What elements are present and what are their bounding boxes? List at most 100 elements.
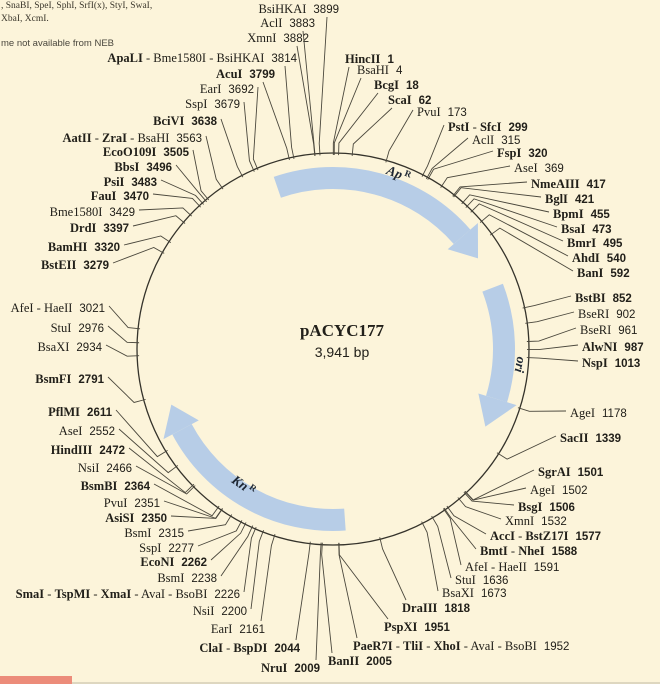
site-label: BseRI 902 [578,307,635,321]
site-leader-line [107,376,146,403]
site-label: AlwNI 987 [582,340,644,354]
site-leader-line [250,529,265,610]
site-leader-line [470,203,564,242]
site-leader-line [489,227,574,272]
footer-color-bar [0,676,72,684]
site-label: PvuI 173 [417,105,467,119]
site-leader-line [252,86,259,171]
plasmid-title: pACYC177 [300,321,385,340]
site-label: PaeR7I - TliI - XhoI - AvaI - BsoBI 1952 [353,639,569,653]
site-leader-line [351,107,393,156]
site-leader-line [465,198,558,228]
site-leader-line [431,515,452,579]
site-label: NsiI 2466 [78,461,132,475]
site-leader-line [197,520,243,547]
site-leader-line [262,81,290,161]
site-label: SgrAI 1501 [538,465,604,479]
site-label: AatII - ZraI - BsaHI 3563 [62,131,202,145]
site-label: BsmI 2238 [157,571,217,585]
plasmid-size: 3,941 bp [315,344,370,360]
site-leader-line [243,526,257,593]
ap-gene-arc [273,167,471,245]
site-leader-line [153,483,220,517]
site-leader-line [152,193,201,208]
site-label: PsiI 3483 [104,175,157,189]
site-label: SspI 2277 [139,541,194,555]
site-leader-line [243,101,255,172]
site-leader-line [421,124,445,177]
site-label: AccI - BstZ17I 1577 [490,529,601,543]
site-leader-line [338,92,379,156]
site-leader-line [128,447,195,494]
site-label: BsaI 473 [561,222,612,236]
bottom-edge-line [0,682,660,684]
site-leader-line [318,16,328,156]
site-leader-line [284,65,295,160]
site-label: DraIII 1818 [402,601,471,615]
site-label: BamHI 3320 [48,240,120,254]
site-label: BseRI 961 [580,323,637,337]
site-leader-line [479,214,569,257]
site-label: BsmI 2315 [124,526,184,540]
site-leader-line [118,428,179,474]
site-leader-line [522,295,572,309]
site-label: FauI 3470 [91,189,149,203]
site-leader-line [464,469,535,501]
site-label: AgeI 1502 [530,483,588,497]
site-label: AcuI 3799 [216,67,275,81]
site-leader-line [526,344,579,351]
site-leader-line [302,30,316,156]
site-label: BbsI 3496 [114,160,172,174]
site-leader-line [427,150,494,180]
site-label: BsmFI 2791 [35,372,104,386]
site-label: FspI 320 [497,146,548,160]
site-leader-line [440,165,511,188]
ori-gene-arrowhead [478,393,517,427]
site-label: ScaI 62 [388,93,431,107]
site-leader-line [526,357,579,362]
site-label: NruI 2009 [261,661,320,675]
site-label: BsaHI 4 [357,63,403,77]
site-label: EarI 3692 [200,82,254,96]
site-label: EcoNI 2262 [140,555,207,569]
notes-line-3: me not available from NEB [1,38,114,49]
site-label: BsaXI 1673 [442,586,507,600]
site-label: HincII 1 [345,52,394,66]
site-label: EarI 2161 [211,622,265,636]
site-label: NspI 1013 [582,356,640,370]
site-leader-line [295,541,311,641]
site-label: XmnI 3882 [247,31,309,45]
site-label: BsmBI 2364 [81,479,151,493]
kn-gene-arrowhead [163,404,199,440]
site-label: BmrI 495 [567,236,623,250]
site-label: AfeI - HaeII 3021 [11,301,105,315]
site-label: AhdI 540 [572,251,626,265]
site-leader-line [138,207,192,217]
site-leader-line [463,491,515,506]
site-label: AclI 315 [472,133,520,147]
site-label: NmeAIII 417 [531,177,606,191]
site-label: ApaLI - Bme1580I - BsiHKAI 3814 [107,51,297,65]
site-leader-line [187,514,233,532]
site-label: StuI 1636 [455,573,508,587]
site-leader-line [385,109,414,163]
site-leader-line [332,66,350,156]
site-leader-line [461,194,550,213]
site-leader-line [443,507,477,550]
site-leader-line [452,181,528,197]
site-label: BanII 2005 [328,654,392,668]
site-leader-line [425,137,469,180]
site-label: BanI 592 [577,266,630,280]
site-leader-line [220,118,244,178]
notes-line-2: XbaI, XcmI. [1,14,49,24]
site-label: BsaXI 2934 [37,340,102,354]
site-leader-line [464,487,527,501]
site-leader-line [115,409,168,458]
site-label: AsiSI 2350 [105,511,167,525]
kn-gene-arc [172,423,346,531]
site-label: DrdI 3397 [70,221,129,235]
site-label: AgeI 1178 [570,406,627,420]
site-label: BstEII 3279 [41,258,109,272]
site-leader-line [160,179,204,205]
